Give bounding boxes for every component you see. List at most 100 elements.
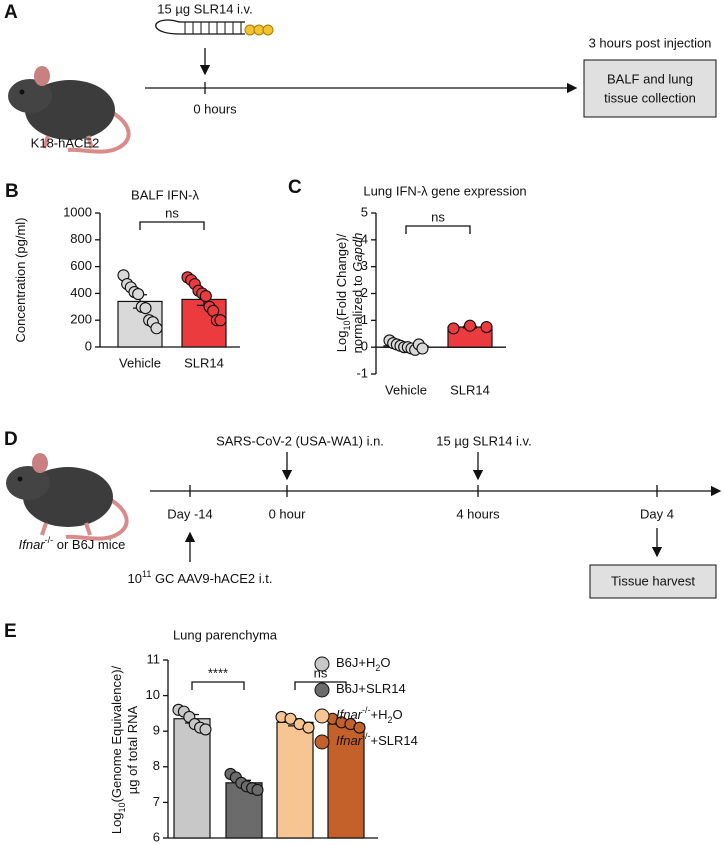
text-part: normalized to — [350, 272, 365, 354]
y-tick-label: 0 — [85, 338, 92, 353]
text-part: µg of total RNA — [125, 705, 140, 794]
significance-bracket — [294, 681, 347, 690]
hairpin-icon — [155, 19, 274, 36]
text-part: B6J+H — [336, 655, 375, 670]
data-point — [214, 314, 227, 327]
text-part: (Genome Equivalence)/ — [109, 665, 124, 802]
y-tick-label: 8 — [153, 758, 160, 773]
y-tick-label: 1000 — [63, 204, 92, 219]
text-part: or B6J mice — [53, 537, 125, 552]
text-part: B6J+SLR14 — [336, 681, 406, 696]
mouse-label: K18-hACE2 — [31, 135, 100, 150]
y-tick-label: 5 — [361, 204, 368, 219]
text-part: Ifnar — [336, 707, 363, 722]
panel-label: E — [4, 621, 17, 642]
x-tick-label: SLR14 — [450, 382, 490, 397]
y-tick-label: 7 — [153, 794, 160, 809]
text-part: Ifnar — [19, 537, 46, 552]
text-part: O — [380, 655, 390, 670]
bar — [327, 723, 365, 839]
text-part: +H — [371, 707, 388, 722]
legend-swatch — [314, 708, 330, 724]
y-tick-label: -1 — [356, 365, 368, 380]
data-point — [302, 721, 315, 734]
significance-label: ns — [165, 205, 179, 220]
text-part: Gapdh — [350, 233, 365, 272]
chart-title: BALF IFN-λ — [131, 187, 199, 202]
time-label: 0 hour — [269, 506, 307, 521]
y-tick-label: 3 — [361, 258, 368, 273]
text-part: O — [393, 707, 403, 722]
panel-label: C — [288, 177, 302, 198]
significance-bracket — [405, 225, 471, 234]
panel-label: D — [4, 429, 18, 450]
chart-title: Lung IFN-λ gene expression — [363, 183, 526, 198]
text-part: -/- — [362, 705, 371, 715]
legend-swatch — [314, 682, 330, 698]
text-part: (Fold Change)/ — [334, 233, 349, 320]
significance-label: **** — [208, 665, 228, 680]
y-axis-label: µg of total RNA — [125, 705, 140, 794]
text-part: 10 — [128, 571, 142, 586]
x-tick-label: SLR14 — [184, 355, 224, 370]
harvest-box — [589, 564, 717, 599]
data-point — [480, 320, 493, 334]
y-tick-label: 1 — [361, 312, 368, 327]
data-point — [199, 290, 212, 303]
chart-title: Lung parenchyma — [173, 627, 278, 642]
mouse-icon — [4, 451, 129, 541]
y-tick-label: 400 — [70, 285, 92, 300]
legend-label: B6J+H2O — [336, 655, 391, 673]
mouse-label: Ifnar-/- or B6J mice — [19, 535, 126, 552]
legend-label: Ifnar-/-+SLR14 — [336, 731, 418, 748]
y-axis-label: normalized to Gapdh — [350, 233, 365, 354]
x-tick-label: Vehicle — [385, 382, 427, 397]
text-part: Log — [109, 812, 124, 834]
endpoint-label: 3 hours post injection — [589, 35, 712, 50]
treatment-label: 15 µg SLR14 i.v. — [436, 433, 531, 448]
data-point — [251, 783, 264, 796]
text-part: -/- — [45, 535, 54, 545]
text-part: 10 — [117, 802, 127, 812]
text-part: 11 — [142, 569, 151, 579]
data-point — [199, 723, 212, 736]
significance-bracket — [191, 681, 245, 690]
data-point — [139, 302, 152, 315]
y-axis-label: Log10(Genome Equivalence)/ — [109, 665, 127, 834]
significance-label: ns — [431, 209, 445, 224]
legend-swatch — [314, 734, 330, 750]
box-text: BALF and lung — [607, 71, 693, 86]
bar — [173, 718, 211, 839]
text-part: -/- — [362, 731, 371, 741]
time-label: 0 hours — [193, 101, 237, 116]
y-tick-label: 11 — [147, 651, 161, 666]
legend-label: Ifnar-/-+H2O — [336, 705, 403, 725]
panel-label: A — [4, 2, 18, 23]
aav-label: 1011 GC AAV9-hACE2 i.t. — [128, 569, 273, 586]
time-label: Day -14 — [167, 506, 213, 521]
treatment-label: 15 µg SLR14 i.v. — [157, 1, 252, 16]
y-tick-label: 800 — [70, 231, 92, 246]
box-text: tissue collection — [604, 90, 696, 105]
y-tick-label: 600 — [70, 258, 92, 273]
bar — [276, 721, 314, 839]
y-tick-label: 9 — [153, 723, 160, 738]
endpoint-box — [583, 59, 717, 118]
text-part: 10 — [342, 321, 352, 331]
text-part: 2 — [388, 715, 393, 725]
data-point — [416, 342, 429, 355]
panel-label: B — [5, 181, 19, 202]
y-tick-label: 200 — [70, 312, 92, 327]
y-tick-label: 10 — [146, 687, 160, 702]
time-label: 4 hours — [456, 506, 500, 521]
text-part: Ifnar — [336, 733, 363, 748]
legend-swatch — [314, 656, 330, 672]
text-part: 2 — [375, 663, 380, 673]
time-ticks — [189, 485, 658, 497]
legend-label: B6J+SLR14 — [336, 681, 406, 696]
time-label: Day 4 — [640, 506, 674, 521]
text-part: Log — [334, 331, 349, 353]
x-tick-label: Vehicle — [119, 355, 161, 370]
text-part: +SLR14 — [371, 733, 418, 748]
